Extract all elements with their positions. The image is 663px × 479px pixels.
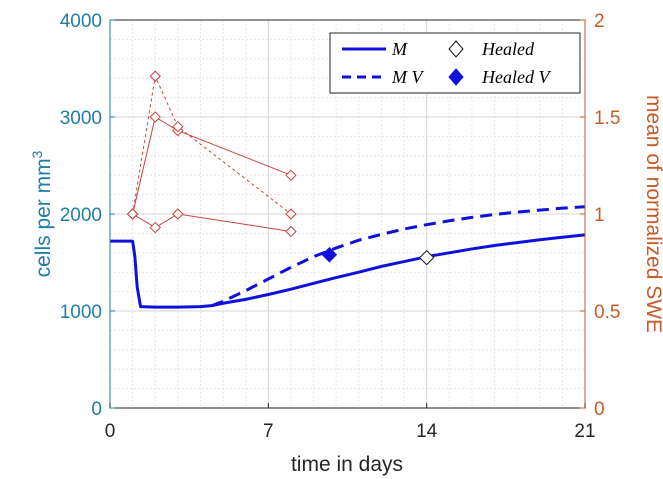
right-axis-label: mean of normalized SWE [642, 95, 663, 333]
y-left-tick-label: 1000 [60, 302, 102, 323]
healed-point [418, 249, 435, 266]
healed-v-point [321, 247, 338, 263]
y-left-tick-label: 2000 [60, 205, 102, 226]
y-left-tick-label: 0 [91, 399, 102, 420]
swe-point [149, 111, 161, 123]
series-lines [110, 74, 586, 309]
y-right-tick-label: 1 [594, 205, 605, 226]
legend-label-mv: M V [391, 67, 424, 87]
legend-marker-healed [448, 40, 464, 58]
x-tick-label: 7 [263, 421, 274, 442]
swe-series-line-2 [132, 74, 292, 215]
x-tick-label: 21 [574, 421, 595, 442]
legend-label-healed: Healed [481, 39, 535, 59]
legend-label-healed-v: Healed V [481, 67, 551, 87]
series-markers [126, 70, 435, 266]
swe-point [149, 70, 161, 82]
legend: M M V Healed Healed V [329, 32, 581, 94]
swe-point [172, 120, 184, 133]
series-line-m [110, 233, 586, 309]
x-tick-label: 14 [416, 421, 438, 442]
swe-series-line-1 [132, 116, 292, 215]
y-right-tick-label: 0.5 [594, 302, 620, 323]
series-line-mv [211, 205, 586, 308]
swe-point [149, 221, 161, 234]
y-left-tick-label: 3000 [60, 108, 102, 129]
y-right-tick-label: 1.5 [594, 108, 620, 129]
y-right-tick-label: 2 [594, 11, 605, 32]
swe-point [285, 169, 297, 181]
left-axis-label: cells per mm3 [29, 150, 55, 277]
legend-label-m: M [391, 39, 408, 59]
left-axis-label-superscript: 3 [29, 150, 45, 158]
left-axis-label-text: cells per mm [32, 158, 55, 277]
swe-point [126, 208, 139, 220]
swe-point [172, 208, 184, 220]
x-axis-label: time in days [291, 453, 403, 476]
y-left-tick-label: 4000 [60, 11, 102, 32]
x-tick-label: 0 [105, 421, 116, 442]
swe-series-line-3 [132, 213, 292, 232]
swe-point [285, 225, 297, 238]
y-right-tick-label: 0 [594, 399, 605, 420]
swe-point [285, 208, 297, 220]
legend-marker-healed-v [448, 68, 464, 86]
